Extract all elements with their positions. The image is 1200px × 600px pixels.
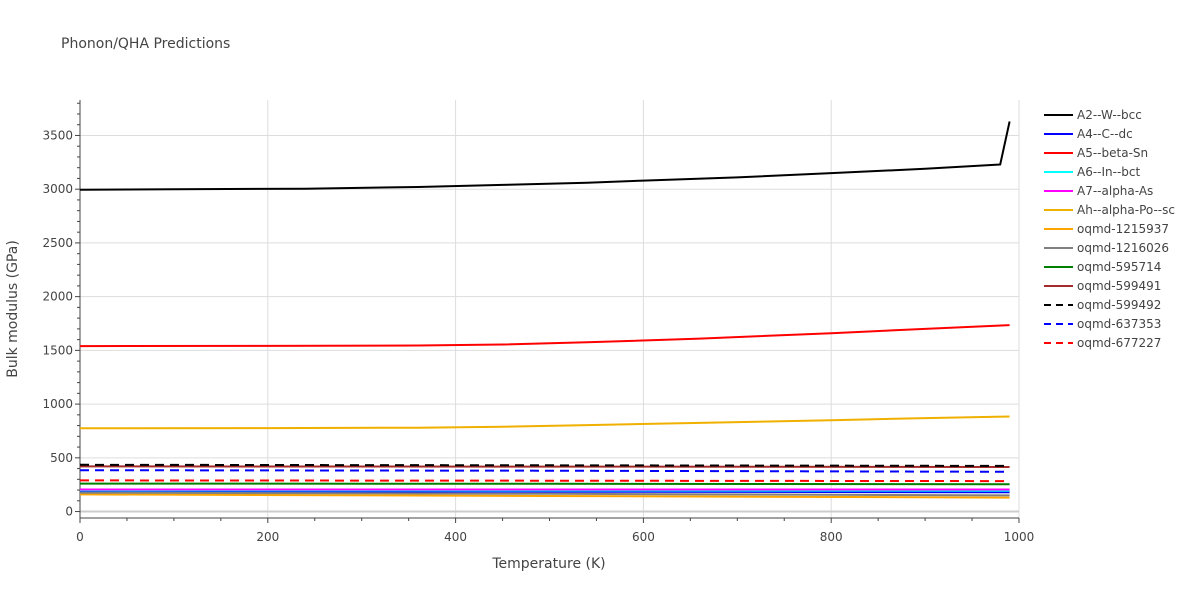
legend-label: oqmd-599492 [1077,298,1161,312]
axes: 0 200 400 600 800 1000 0 500 1000 1500 2000 2500 300… [42,100,1034,544]
chart-title: Phonon/QHA Predictions [61,36,231,52]
x-tick-label: 400 [444,530,467,544]
legend-item[interactable]: oqmd-1215937 [1044,222,1169,236]
legend-label: oqmd-677227 [1077,336,1161,350]
y-tick-label: 3500 [42,128,73,142]
legend-item[interactable]: A7--alpha-As [1044,184,1153,198]
legend-label: oqmd-599491 [1077,279,1161,293]
x-tick-label: 0 [76,530,84,544]
legend-item[interactable]: A5--beta-Sn [1044,146,1148,160]
legend[interactable]: A2--W--bcc A4--C--dc A5--beta-Sn A6--In--bc… [1044,108,1175,350]
legend-item[interactable]: oqmd-637353 [1044,317,1161,331]
series-line-oqmd-1216026 [79,491,1010,497]
legend-item[interactable]: oqmd-599491 [1044,279,1161,293]
legend-item[interactable]: oqmd-677227 [1044,336,1161,350]
x-axis-title: Temperature (K) [491,556,605,572]
x-tick-label: 600 [632,530,655,544]
series-line-oqmd-677227 [79,479,1010,483]
legend-label: oqmd-1216026 [1077,241,1169,255]
series-line-oqmd-1215937 [79,493,1010,499]
legend-label: A7--alpha-As [1077,184,1153,198]
legend-item[interactable]: oqmd-595714 [1044,260,1161,274]
legend-label: A2--W--bcc [1077,108,1142,122]
legend-label: Ah--alpha-Po--sc [1077,203,1175,217]
series-line-A5--beta-Sn [79,324,1010,348]
series-line-Ah--alpha-Po--sc [79,415,1010,430]
x-tick-label: 200 [256,530,279,544]
legend-label: oqmd-637353 [1077,317,1161,331]
series-line-oqmd-595714 [79,482,1010,486]
series-line-oqmd-599492 [79,463,1010,467]
x-tick-label: 800 [820,530,843,544]
legend-label: A6--In--bct [1077,165,1141,179]
y-tick-label: 1000 [42,397,73,411]
legend-label: oqmd-595714 [1077,260,1161,274]
series-line-oqmd-637353 [79,469,1010,473]
legend-item[interactable]: oqmd-599492 [1044,298,1161,312]
legend-label: A5--beta-Sn [1077,146,1148,160]
y-tick-label: 500 [50,451,73,465]
legend-label: oqmd-1215937 [1077,222,1169,236]
plot-area [80,100,1019,518]
legend-item[interactable]: A6--In--bct [1044,165,1141,179]
series-group [79,121,1011,499]
x-tick-label: 1000 [1004,530,1035,544]
legend-item[interactable]: Ah--alpha-Po--sc [1044,203,1175,217]
y-tick-label: 3000 [42,182,73,196]
legend-label: A4--C--dc [1077,127,1133,141]
y-axis-title: Bulk modulus (GPa) [5,240,21,378]
series-line-A2--W--bcc [79,121,1011,191]
legend-item[interactable]: A4--C--dc [1044,127,1133,141]
legend-item[interactable]: oqmd-1216026 [1044,241,1169,255]
y-tick-label: 2000 [42,290,73,304]
y-tick-label: 1500 [42,343,73,357]
series-line-oqmd-599491 [79,465,1010,468]
y-tick-label: 2500 [42,236,73,250]
legend-item[interactable]: A2--W--bcc [1044,108,1142,122]
y-tick-label: 0 [65,505,73,519]
